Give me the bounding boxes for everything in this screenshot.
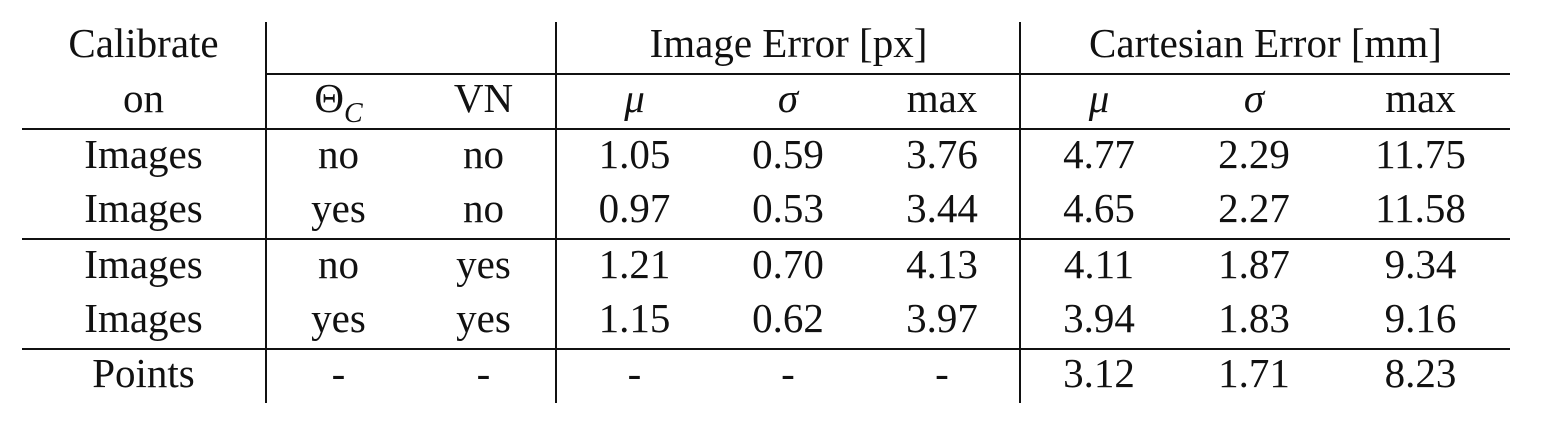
cell-image-sigma: 0.70 <box>752 241 824 287</box>
header-on: on <box>123 75 164 121</box>
cell-theta-c: - <box>331 350 346 396</box>
header-cart-max: max <box>1385 75 1456 121</box>
header-theta-c: ΘC <box>266 73 411 128</box>
rule-row-group-1 <box>22 238 1510 240</box>
cell-calibrate-on: Images <box>84 131 203 177</box>
cell-vn: yes <box>456 295 511 341</box>
cell-cart-mu: 3.12 <box>1063 350 1135 396</box>
cell-calibrate-on: Images <box>84 241 203 287</box>
cell-image-max: 3.97 <box>906 295 978 341</box>
cell-cart-sigma: 2.29 <box>1218 131 1290 177</box>
header-image-max: max <box>906 75 978 121</box>
cell-image-mu: - <box>627 350 642 396</box>
cell-image-sigma: 0.53 <box>752 185 824 231</box>
cell-vn: no <box>463 131 504 177</box>
cell-image-mu: 1.05 <box>598 131 671 177</box>
rule-under-header <box>22 128 1510 130</box>
header-image-sigma: σ <box>777 75 799 121</box>
header-vn: VN <box>453 75 514 121</box>
cell-image-max: 4.13 <box>906 241 978 287</box>
cell-cart-max: 9.16 <box>1384 295 1457 341</box>
cell-cart-sigma: 1.87 <box>1218 241 1290 287</box>
header-image-error-group: Image Error [px] <box>649 20 928 66</box>
cell-cart-mu: 4.11 <box>1063 241 1135 287</box>
divider-after-calibrate <box>265 22 267 403</box>
header-cartesian-error-group: Cartesian Error [mm] <box>1089 20 1442 66</box>
cell-cart-mu: 3.94 <box>1063 295 1135 341</box>
rule-under-group-headers <box>266 73 1510 75</box>
cell-vn: yes <box>456 241 511 287</box>
cell-theta-c: no <box>318 241 359 287</box>
cell-theta-c: yes <box>311 295 366 341</box>
divider-after-image-error <box>1019 22 1021 403</box>
cell-image-mu: 0.97 <box>598 185 671 231</box>
header-cart-mu: μ <box>1088 75 1110 121</box>
cell-theta-c: yes <box>311 185 366 231</box>
divider-after-vn <box>555 22 557 403</box>
cell-calibrate-on: Images <box>84 295 203 341</box>
cell-image-max: 3.76 <box>906 131 978 177</box>
cell-cart-max: 11.58 <box>1375 185 1466 231</box>
cell-image-max: 3.44 <box>906 185 978 231</box>
cell-image-sigma: 0.62 <box>752 295 824 341</box>
cell-image-max: - <box>935 350 949 396</box>
cell-cart-mu: 4.65 <box>1063 185 1135 231</box>
cell-vn: no <box>463 185 504 231</box>
header-cart-sigma: σ <box>1243 75 1265 121</box>
cell-cart-mu: 4.77 <box>1063 131 1135 177</box>
cell-cart-sigma: 2.27 <box>1218 185 1290 231</box>
cell-image-sigma: 0.59 <box>752 131 824 177</box>
cell-cart-max: 11.75 <box>1375 131 1466 177</box>
header-image-mu: μ <box>624 75 645 121</box>
cell-cart-max: 8.23 <box>1384 350 1457 396</box>
cell-theta-c: no <box>318 131 359 177</box>
cell-calibrate-on: Images <box>84 185 203 231</box>
cell-image-mu: 1.21 <box>598 241 671 287</box>
cell-cart-sigma: 1.71 <box>1218 350 1290 396</box>
header-calibrate: Calibrate <box>68 20 219 66</box>
cell-cart-max: 9.34 <box>1384 241 1457 287</box>
cell-cart-sigma: 1.83 <box>1218 295 1290 341</box>
cell-image-sigma: - <box>781 350 795 396</box>
theta-subscript: C <box>343 98 363 129</box>
cell-vn: - <box>476 350 491 396</box>
cell-image-mu: 1.15 <box>598 295 671 341</box>
rule-row-group-2 <box>22 348 1510 350</box>
cell-calibrate-on: Points <box>92 350 195 396</box>
theta-symbol: Θ <box>314 75 344 121</box>
